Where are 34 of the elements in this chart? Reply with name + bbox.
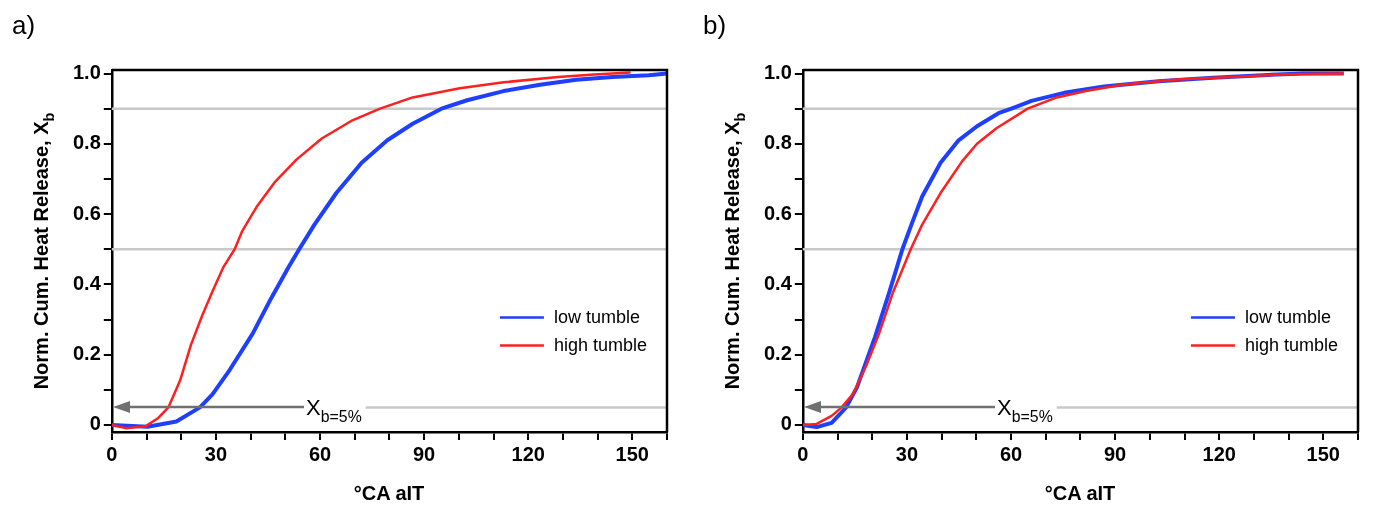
x-tick-label: 90: [412, 442, 436, 465]
x-tick-label: 150: [615, 442, 649, 465]
y-tick-label: 0.4: [763, 271, 793, 294]
x-axis-title: °CA aIT: [353, 482, 425, 504]
x-tick-label: 0: [106, 442, 118, 465]
x-axis-title: °CA aIT: [1044, 482, 1116, 504]
x-tick-label: 30: [204, 442, 228, 465]
x-tick-label: 60: [308, 442, 332, 465]
y-axis-title: Norm. Cum. Heat Release, Xb: [30, 112, 57, 390]
x-tick-label: 30: [895, 442, 919, 465]
y-tick-label: 1.0: [72, 61, 101, 84]
y-tick-label: 0.8: [763, 131, 792, 154]
y-tick-label: 0.4: [72, 271, 102, 294]
y-tick-label: 0.8: [72, 131, 101, 154]
x-tick-label: 120: [1202, 442, 1236, 465]
legend-label: high tumble: [553, 334, 647, 355]
legend-label: low tumble: [1244, 306, 1331, 327]
legend-label: low tumble: [553, 306, 640, 327]
y-tick-label: 0.2: [72, 342, 101, 365]
x-tick-label: 150: [1306, 442, 1340, 465]
chart-title: b): [703, 10, 727, 40]
y-axis-title: Norm. Cum. Heat Release, Xb: [721, 112, 748, 390]
x-tick-label: 120: [511, 442, 545, 465]
y-tick-label: 0: [780, 412, 792, 435]
y-tick-label: 0.2: [763, 342, 792, 365]
y-tick-label: 0.6: [72, 201, 101, 224]
y-tick-label: 1.0: [763, 61, 792, 84]
legend-label: high tumble: [1244, 334, 1338, 355]
y-tick-label: 0: [89, 412, 101, 435]
x-tick-label: 0: [797, 442, 809, 465]
y-tick-label: 0.6: [763, 201, 792, 224]
x-tick-label: 60: [999, 442, 1023, 465]
x-tick-label: 90: [1103, 442, 1127, 465]
chart-title: a): [12, 10, 36, 40]
